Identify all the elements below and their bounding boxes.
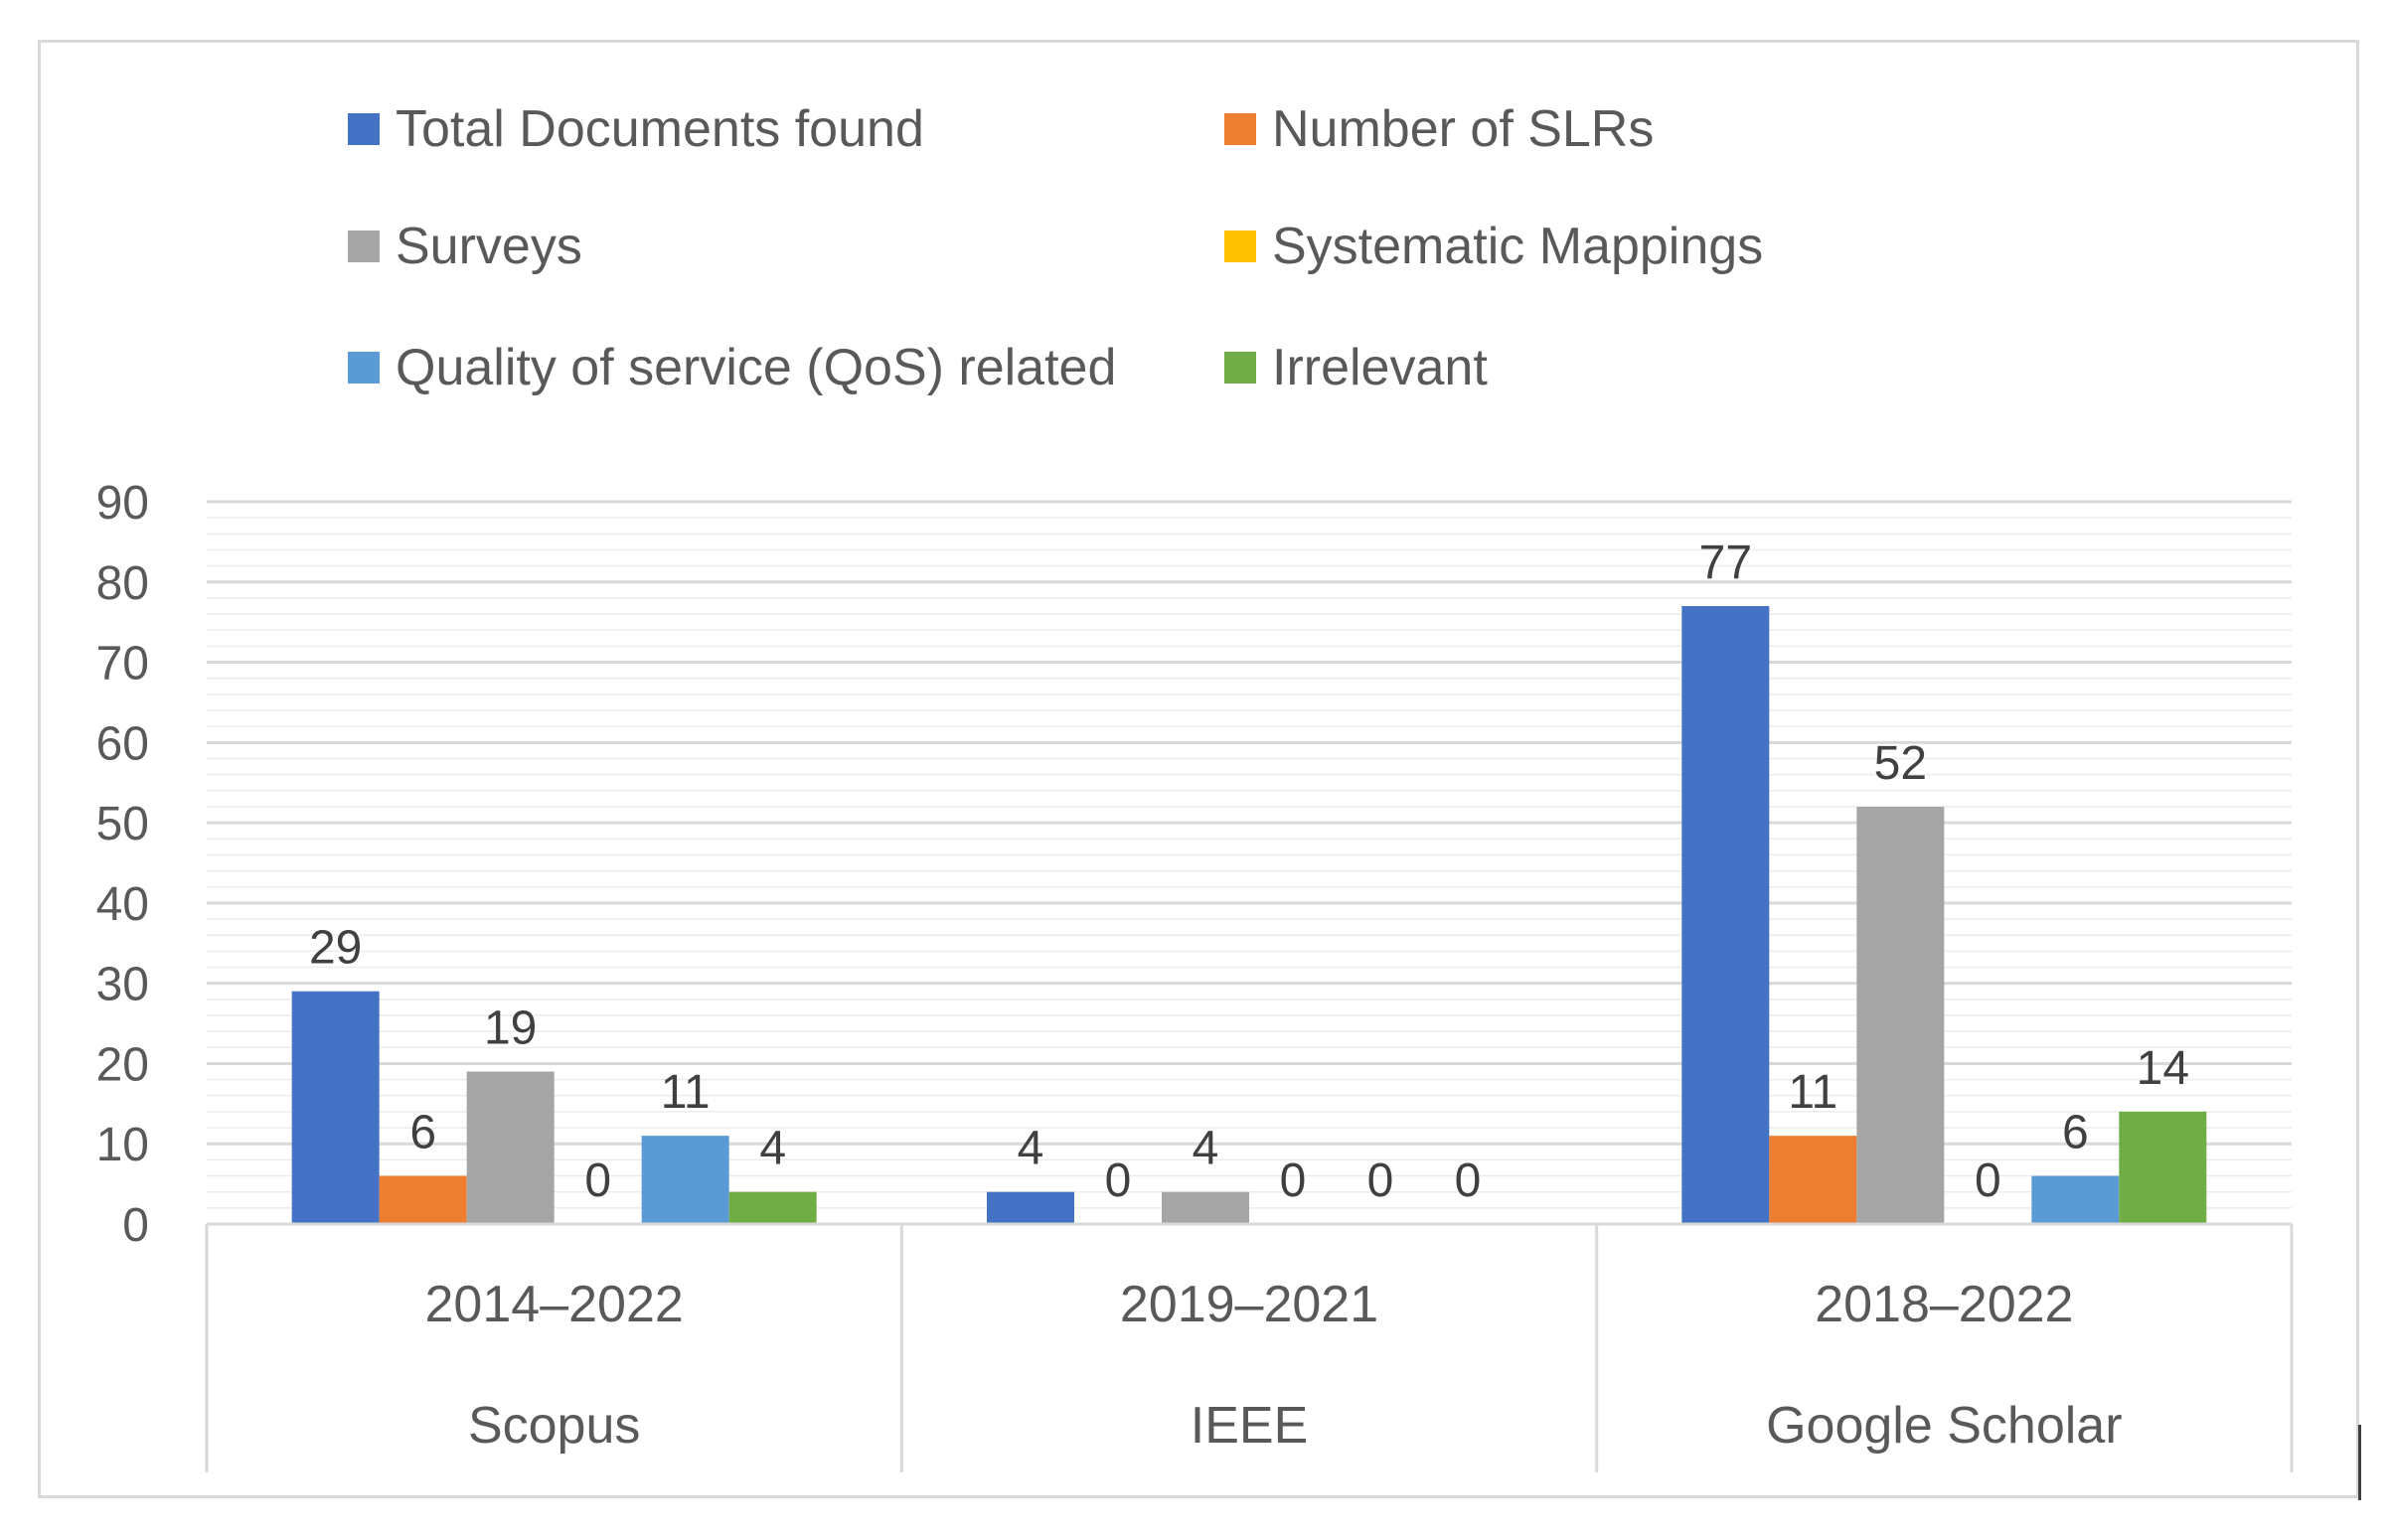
chart-frame xyxy=(38,40,2359,1498)
data-label: 11 xyxy=(661,1066,711,1119)
bar xyxy=(1681,606,1770,1224)
bar xyxy=(2119,1111,2207,1224)
bar xyxy=(466,1071,555,1224)
bar xyxy=(2031,1175,2120,1224)
x-period-label: 2014–2022 xyxy=(425,1276,684,1333)
data-label: 77 xyxy=(1699,537,1752,589)
data-label: 29 xyxy=(309,922,362,975)
y-tick-label: 30 xyxy=(96,959,149,1011)
y-tick-label: 60 xyxy=(96,717,149,770)
legend: Total Documents found Number of SLRs Sur… xyxy=(348,99,1938,427)
legend-item-slrs: Number of SLRs xyxy=(1224,99,1654,159)
legend-swatch-irrelevant xyxy=(1224,352,1256,384)
data-label: 0 xyxy=(584,1155,611,1207)
legend-label-surveys: Surveys xyxy=(396,218,582,275)
y-tick-label: 40 xyxy=(96,878,149,931)
x-source-label: Scopus xyxy=(468,1397,640,1455)
data-label: 4 xyxy=(1193,1123,1219,1175)
legend-swatch-slrs xyxy=(1224,113,1256,145)
bar xyxy=(1769,1136,1857,1224)
legend-swatch-qos-related xyxy=(348,352,380,384)
data-label: 0 xyxy=(1280,1155,1307,1207)
x-source-label: IEEE xyxy=(1191,1397,1309,1455)
data-label: 4 xyxy=(1018,1123,1044,1175)
legend-label-systematic-mappings: Systematic Mappings xyxy=(1272,218,1764,275)
legend-label-total-documents: Total Documents found xyxy=(396,100,924,158)
data-label: 6 xyxy=(2062,1107,2089,1159)
legend-item-surveys: Surveys xyxy=(348,217,582,276)
frame-edge-mark xyxy=(2358,1425,2361,1500)
data-label: 4 xyxy=(759,1123,786,1175)
data-label: 52 xyxy=(1874,737,1927,790)
x-period-label: 2018–2022 xyxy=(1815,1276,2073,1333)
legend-label-qos-related: Quality of service (QoS) related xyxy=(396,339,1117,396)
y-tick-label: 90 xyxy=(96,477,149,530)
bar xyxy=(379,1175,467,1224)
data-label: 0 xyxy=(1975,1155,2001,1207)
data-label: 6 xyxy=(409,1107,436,1159)
legend-item-total-documents: Total Documents found xyxy=(348,99,924,159)
legend-label-slrs: Number of SLRs xyxy=(1272,100,1655,158)
data-label: 14 xyxy=(2137,1042,2189,1095)
y-tick-label: 10 xyxy=(96,1119,149,1171)
legend-item-systematic-mappings: Systematic Mappings xyxy=(1224,217,1763,276)
bar xyxy=(728,1191,817,1224)
legend-label-irrelevant: Irrelevant xyxy=(1272,339,1488,396)
y-tick-label: 50 xyxy=(96,798,149,850)
data-label: 0 xyxy=(1105,1155,1132,1207)
y-tick-label: 80 xyxy=(96,557,149,610)
bar xyxy=(291,991,380,1224)
bar xyxy=(1162,1191,1249,1224)
legend-item-irrelevant: Irrelevant xyxy=(1224,338,1488,397)
legend-swatch-total-documents xyxy=(348,113,380,145)
data-label: 11 xyxy=(1788,1066,1837,1119)
bar xyxy=(987,1191,1074,1224)
legend-swatch-systematic-mappings xyxy=(1224,231,1256,262)
x-period-label: 2019–2021 xyxy=(1120,1276,1378,1333)
data-label: 0 xyxy=(1367,1155,1394,1207)
y-tick-label: 20 xyxy=(96,1038,149,1091)
data-label: 19 xyxy=(484,1002,537,1055)
bar xyxy=(641,1136,729,1224)
y-tick-label: 0 xyxy=(122,1199,149,1252)
x-source-label: Google Scholar xyxy=(1766,1397,2122,1455)
legend-item-qos-related: Quality of service (QoS) related xyxy=(348,338,1116,397)
legend-swatch-surveys xyxy=(348,231,380,262)
y-tick-label: 70 xyxy=(96,638,149,691)
data-label: 0 xyxy=(1455,1155,1482,1207)
bar xyxy=(1856,806,1945,1224)
